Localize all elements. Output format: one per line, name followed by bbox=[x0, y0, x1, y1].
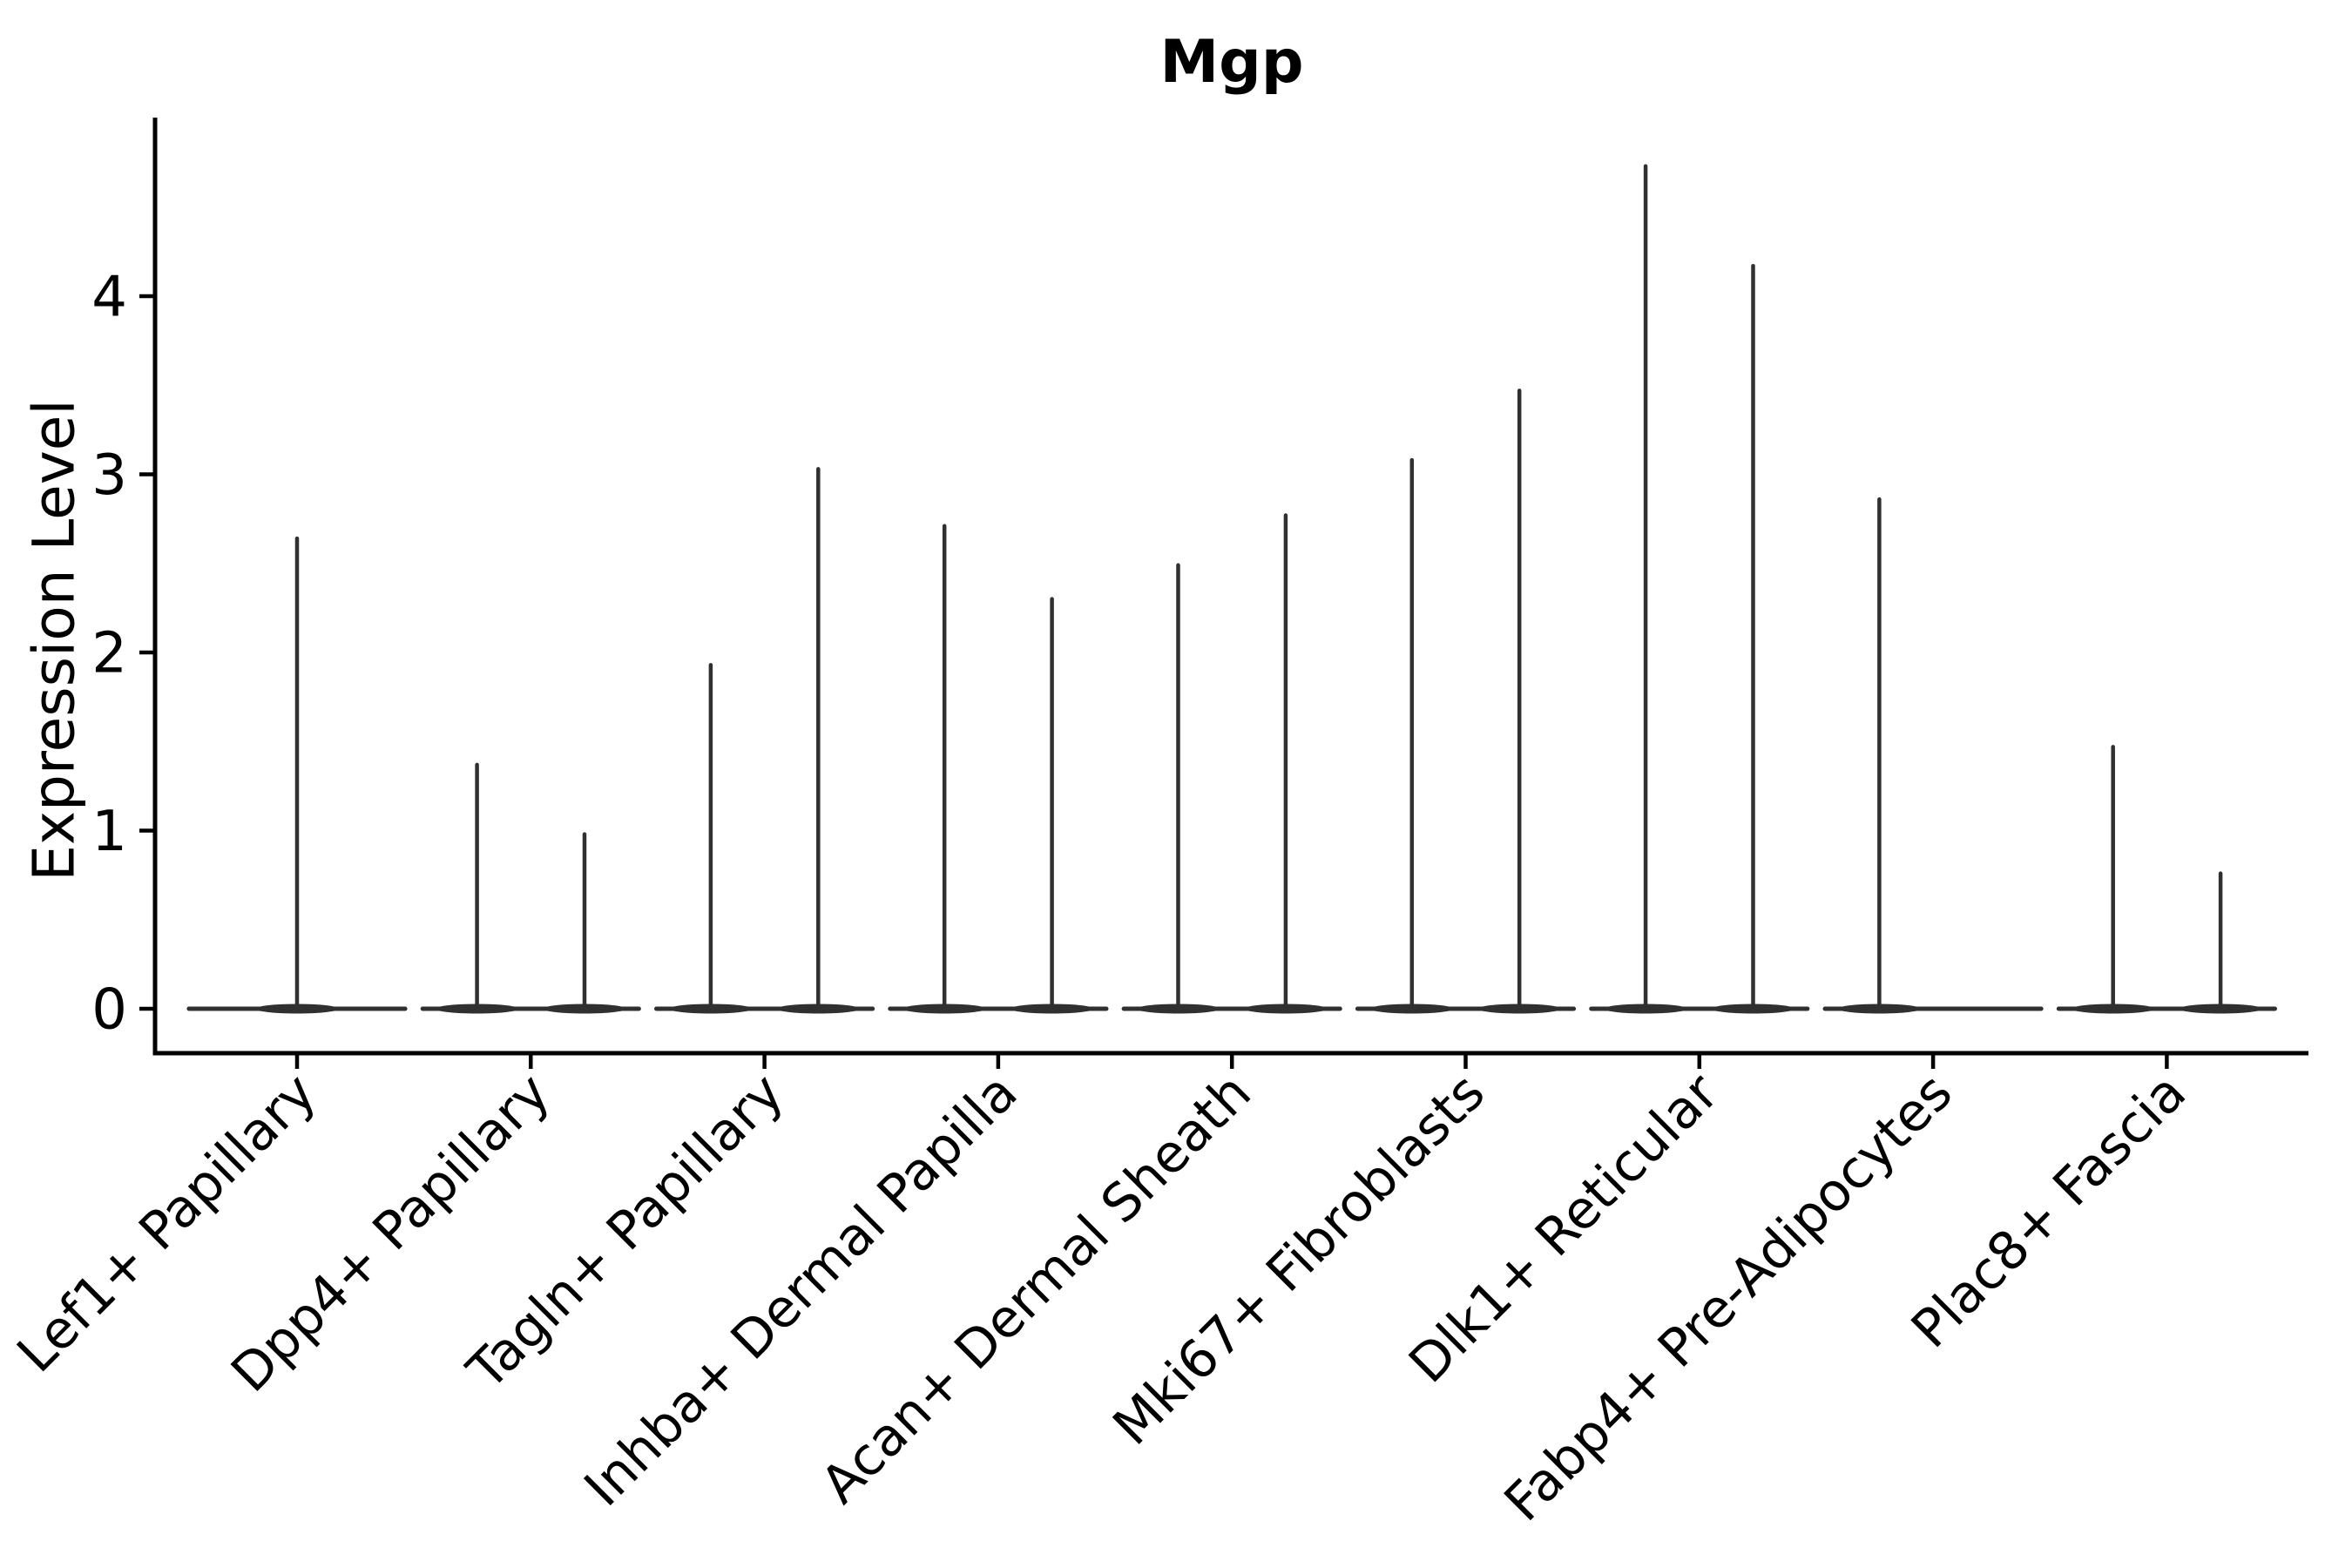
y-tick-label: 3 bbox=[91, 443, 127, 508]
x-tick-label: Acan+ Dermal Sheath bbox=[809, 1062, 1263, 1516]
chart-title: Mgp bbox=[1159, 28, 1304, 97]
x-tick-label: Inhba+ Dermal Papilla bbox=[573, 1062, 1030, 1518]
x-tick-label: Fabp4+ Pre-Adipocytes bbox=[1493, 1062, 1964, 1533]
y-tick-label: 1 bbox=[91, 800, 127, 864]
y-tick-label: 2 bbox=[91, 621, 127, 686]
y-tick-label: 4 bbox=[91, 265, 127, 329]
y-tick-label: 0 bbox=[91, 977, 127, 1042]
